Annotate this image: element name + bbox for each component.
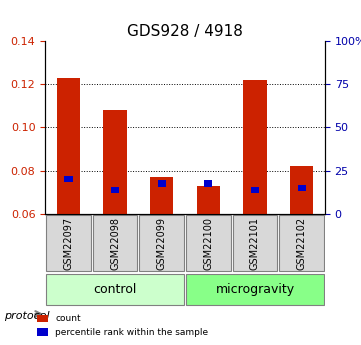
Bar (158, 180, 166, 187)
Bar (290, 166, 313, 214)
Text: microgravity: microgravity (216, 283, 295, 296)
Text: GSM22099: GSM22099 (157, 217, 167, 269)
FancyBboxPatch shape (232, 215, 277, 272)
Bar (150, 177, 173, 214)
Bar (204, 180, 212, 187)
Text: GSM22097: GSM22097 (64, 217, 73, 270)
Bar (251, 187, 259, 193)
Text: GSM22101: GSM22101 (250, 217, 260, 269)
FancyBboxPatch shape (46, 274, 184, 305)
Bar (297, 185, 306, 191)
Bar (57, 78, 80, 214)
FancyBboxPatch shape (46, 215, 91, 272)
Legend: count, percentile rank within the sample: count, percentile rank within the sample (34, 311, 212, 341)
Text: GSM22100: GSM22100 (203, 217, 213, 269)
FancyBboxPatch shape (186, 215, 231, 272)
Text: control: control (93, 283, 137, 296)
Text: protocol: protocol (4, 311, 49, 321)
Bar (243, 80, 267, 214)
FancyBboxPatch shape (279, 215, 324, 272)
Bar (197, 186, 220, 214)
FancyBboxPatch shape (186, 274, 324, 305)
Bar (111, 187, 119, 193)
Bar (64, 176, 73, 183)
FancyBboxPatch shape (139, 215, 184, 272)
Bar (103, 110, 127, 214)
Text: GSM22102: GSM22102 (297, 217, 306, 270)
Text: GSM22098: GSM22098 (110, 217, 120, 269)
Title: GDS928 / 4918: GDS928 / 4918 (127, 24, 243, 39)
FancyBboxPatch shape (93, 215, 138, 272)
